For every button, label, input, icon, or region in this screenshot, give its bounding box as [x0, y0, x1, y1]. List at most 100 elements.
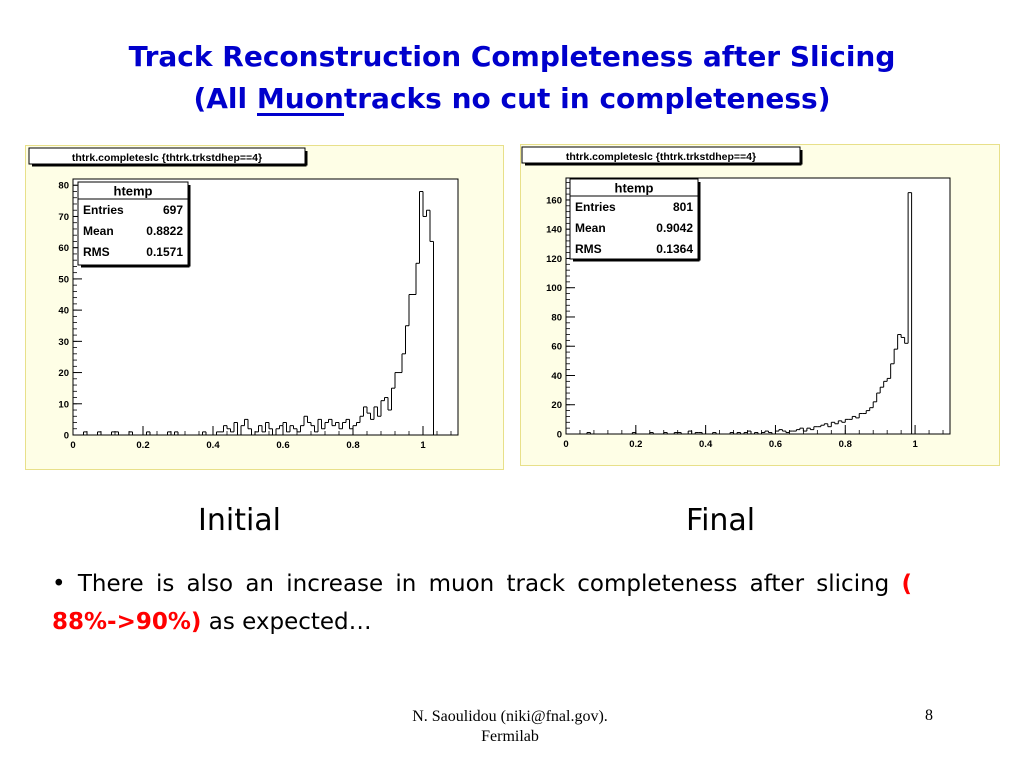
histogram-bin — [760, 432, 765, 434]
histogram-bin — [233, 422, 238, 432]
histogram-bin — [907, 192, 912, 344]
histogram-bin — [331, 419, 336, 427]
histogram-panel-final: thtrk.completeslc {thtrk.trkstdhep==4} 0 2… — [520, 144, 1000, 466]
histogram-bin — [373, 406, 378, 420]
histogram-bin — [352, 425, 357, 429]
slide-title-line1: Track Reconstruction Completeness after … — [128, 40, 896, 73]
y-tick-label: 10 — [58, 399, 69, 410]
y-tick-label: 60 — [58, 243, 69, 254]
footer-line2: Fermilab — [481, 728, 539, 745]
stats-value: 0.9042 — [656, 221, 693, 235]
x-tick-label: 0 — [70, 440, 75, 451]
histogram-bin — [321, 419, 325, 430]
histogram-bin — [837, 420, 842, 424]
histogram-bin — [747, 430, 752, 433]
x-tick-label: 0.4 — [206, 440, 220, 451]
histogram-bin — [83, 431, 87, 435]
histogram-bin — [586, 432, 591, 434]
stats-label: Mean — [575, 221, 606, 235]
histogram-bin — [876, 392, 881, 402]
histogram-bin — [405, 325, 409, 354]
histogram-bin — [687, 430, 692, 434]
histogram-bin — [387, 397, 392, 411]
histogram-bin — [324, 422, 329, 429]
histogram-bin — [265, 422, 269, 432]
histogram-bin — [886, 377, 891, 382]
stats-value: 0.1571 — [146, 245, 183, 259]
histogram-bin — [300, 425, 304, 432]
stats-label: Entries — [575, 200, 616, 214]
histogram-bin — [289, 425, 294, 432]
stats-value: 697 — [163, 203, 183, 217]
histogram-bin — [303, 415, 308, 426]
histogram-bin — [900, 334, 905, 338]
histogram-bin — [802, 428, 807, 432]
caption-final: Final — [686, 503, 756, 538]
histogram-bin — [146, 431, 150, 435]
x-tick-label: 0.8 — [839, 439, 852, 450]
x-tick-label: 0.6 — [276, 440, 289, 451]
y-tick-label: 60 — [551, 342, 562, 353]
histogram-bin — [111, 431, 115, 435]
histogram-bin — [391, 387, 395, 411]
histogram-bin — [834, 422, 839, 425]
histogram-bin — [712, 432, 717, 434]
histogram-final: thtrk.completeslc {thtrk.trkstdhep==4} 0 2… — [520, 144, 1000, 466]
histogram-bin — [167, 431, 171, 435]
histogram-bin — [631, 432, 636, 434]
histogram-bin — [694, 432, 699, 434]
histogram-bin — [216, 431, 220, 435]
stats-box — [77, 181, 189, 266]
footer-author: N. Saoulidou (niki@fnal.gov). Fermilab — [360, 707, 660, 747]
stats-name: htemp — [114, 184, 153, 199]
histogram-bin — [296, 428, 301, 433]
histogram-bin — [729, 432, 734, 434]
histogram-bin — [415, 262, 420, 295]
y-tick-label: 30 — [58, 337, 69, 348]
histogram-bin — [897, 334, 902, 350]
bullet-text: There is also an increase in muon track … — [77, 571, 890, 597]
bullet-point: • There is also an increase in muon trac… — [52, 565, 912, 641]
y-tick-label: 50 — [58, 274, 69, 285]
histogram-title-box — [28, 147, 306, 165]
histogram-bin — [279, 425, 283, 429]
bullet-icon: • — [52, 571, 66, 597]
histogram-bin — [286, 422, 290, 433]
histogram-bin — [380, 400, 385, 417]
histogram-bin — [328, 418, 332, 423]
histogram-bin — [422, 191, 427, 217]
x-tick-label: 0.8 — [346, 440, 359, 451]
y-tick-label: 20 — [551, 400, 562, 411]
histogram-bin — [226, 425, 231, 430]
title-line2-suffix: tracks no cut in completeness) — [343, 82, 831, 115]
histogram-bin — [268, 422, 273, 430]
histogram-bin — [673, 432, 678, 434]
histogram-bin — [342, 422, 346, 429]
y-tick-label: 140 — [546, 225, 562, 236]
histogram-bin — [244, 418, 248, 426]
bullet-end: as expected… — [208, 609, 372, 635]
x-tick-label: 0.6 — [769, 439, 782, 450]
histogram-bin — [202, 431, 206, 435]
y-tick-label: 20 — [58, 368, 69, 379]
histogram-bin — [408, 294, 413, 326]
histogram-bin — [841, 420, 846, 423]
histogram-bin — [844, 418, 849, 423]
stats-label: Entries — [83, 203, 124, 217]
histogram-bin — [310, 422, 315, 427]
stats-label: RMS — [575, 242, 602, 256]
histogram-bin — [795, 429, 800, 432]
histogram-bin — [799, 427, 804, 430]
histogram-bin — [893, 348, 898, 364]
y-tick-label: 0 — [557, 430, 562, 441]
histogram-bin — [261, 425, 266, 433]
histogram-bin — [806, 427, 811, 432]
histogram-bin — [865, 410, 870, 414]
stats-value: 801 — [673, 200, 693, 214]
stats-name: htemp — [615, 181, 654, 196]
histogram-bin — [282, 422, 287, 426]
histogram-bin — [240, 425, 245, 435]
histogram-bin — [345, 418, 350, 423]
stats-value: 0.8822 — [146, 224, 183, 238]
histogram-bin — [335, 422, 339, 426]
